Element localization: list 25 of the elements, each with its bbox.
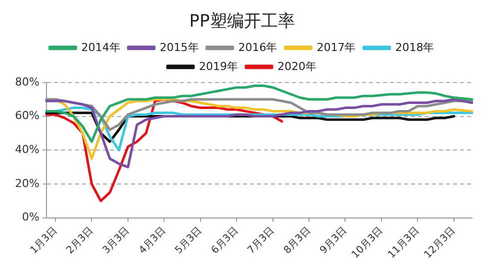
legend-label: 2016年: [238, 40, 278, 54]
x-tick-label: 6月3日: [210, 225, 241, 256]
x-tick-label: 12月3日: [422, 225, 458, 261]
legend-label: 2020年: [278, 60, 316, 73]
legend-label: 2019年: [199, 60, 238, 73]
y-tick-label: 60%: [14, 109, 40, 122]
legend-label: 2015年: [160, 40, 199, 54]
x-tick-label: 8月3日: [282, 225, 313, 256]
x-tick-label: 10月3日: [350, 225, 386, 261]
x-tick-label: 7月3日: [246, 225, 277, 256]
chart-title: PP塑编开工率: [189, 12, 295, 32]
y-tick-label: 20%: [14, 176, 40, 190]
x-tick-label: 1月3日: [28, 225, 60, 256]
legend-label: 2014年: [81, 40, 120, 54]
y-tick-label: 40%: [14, 142, 40, 156]
x-tick-label: 4月3日: [137, 225, 168, 256]
x-tick-label: 9月3日: [318, 225, 350, 256]
y-tick-label: 80%: [14, 75, 40, 88]
y-tick-label: 0%: [22, 210, 40, 224]
x-tick-label: 5月3日: [173, 225, 204, 256]
legend-label: 2017年: [316, 40, 356, 54]
legend-label: 2018年: [395, 40, 434, 54]
x-tick-label: 3月3日: [100, 225, 132, 256]
x-tick-label: 11月3日: [386, 225, 422, 261]
x-tick-label: 2月3日: [64, 225, 96, 256]
